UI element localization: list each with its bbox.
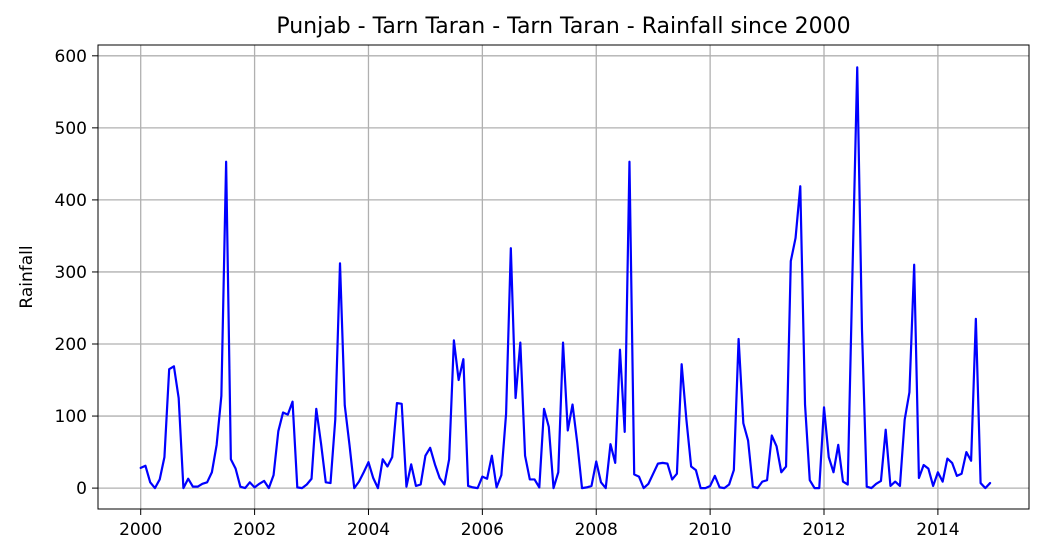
x-tick-label: 2000 [119,520,162,540]
y-tick-label: 0 [76,479,87,499]
plot-data [139,66,992,490]
grid-lines [98,45,1029,509]
x-tick-label: 2014 [916,520,959,540]
rainfall-series-line [139,66,992,490]
chart-title: Punjab - Tarn Taran - Tarn Taran - Rainf… [276,14,850,39]
y-tick-label: 100 [55,407,87,427]
axis-ticks: 2000 2002 2004 2006 2008 2010 2012 2014 0 100 200 3… [55,47,960,540]
y-tick-label: 300 [55,263,87,283]
x-tick-label: 2012 [802,520,845,540]
y-axis-label: Rainfall [17,245,37,308]
y-tick-label: 200 [55,335,87,355]
x-tick-label: 2004 [347,520,390,540]
x-tick-label: 2002 [233,520,276,540]
plot-frame [97,44,1030,510]
y-tick-label: 500 [55,119,87,139]
x-tick-label: 2010 [688,520,731,540]
x-tick-label: 2006 [461,520,504,540]
y-tick-label: 400 [55,191,87,211]
y-tick-label: 600 [55,47,87,67]
x-tick-label: 2008 [575,520,618,540]
